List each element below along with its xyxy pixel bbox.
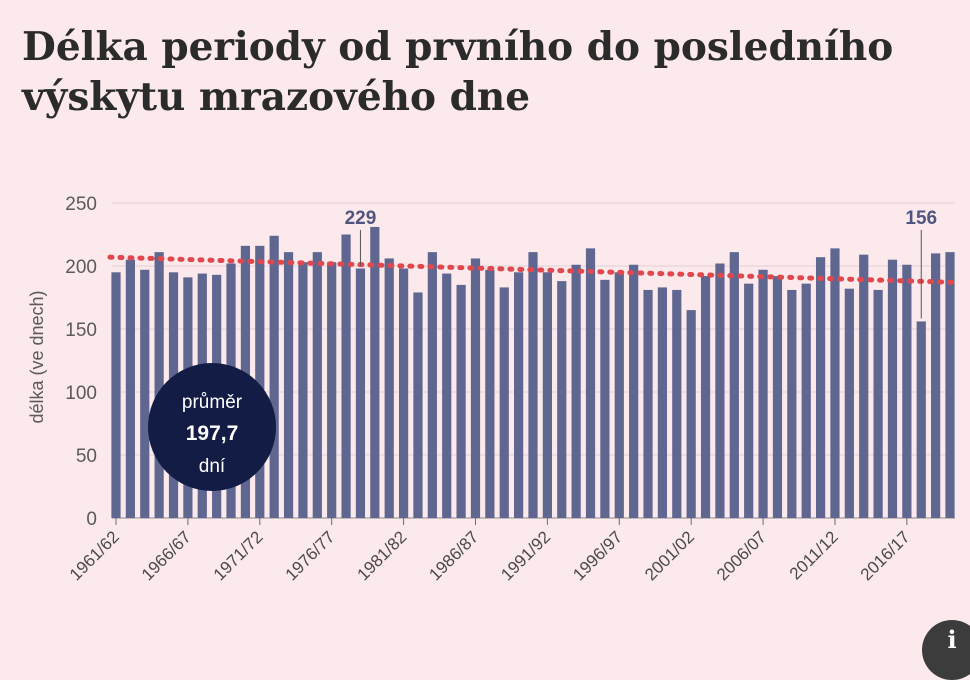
- bar: [542, 272, 552, 518]
- bar: [154, 252, 164, 518]
- average-badge-circle: [148, 363, 276, 491]
- bar: [427, 252, 437, 518]
- bar: [269, 235, 279, 518]
- average-value: 197,7: [186, 422, 239, 445]
- y-tick-label: 200: [65, 257, 97, 278]
- bar: [140, 269, 150, 518]
- bar: [945, 252, 955, 518]
- x-tick-label: 1986/87: [425, 527, 482, 584]
- trend-line: [107, 254, 959, 285]
- annotations: 229 156: [345, 208, 937, 319]
- bar: [916, 321, 926, 518]
- x-tick-label: 1981/82: [354, 527, 411, 584]
- bar: [499, 287, 509, 518]
- bar: [672, 289, 682, 518]
- bar: [571, 264, 581, 518]
- bar: [715, 263, 725, 518]
- x-tick-label: 1971/72: [210, 527, 267, 584]
- bar: [902, 264, 912, 518]
- bar: [614, 272, 624, 518]
- x-tick-label: 1991/92: [497, 527, 554, 584]
- bar: [887, 259, 898, 518]
- bar: [125, 259, 135, 518]
- x-tick-label: 2001/02: [641, 527, 698, 584]
- bar: [283, 252, 294, 518]
- bar: [729, 252, 739, 518]
- bar: [787, 289, 797, 518]
- bar: [859, 254, 869, 518]
- bar-chart: 0 50 100 150 200 250 1961/62 1966/67 1971/72 197…: [27, 194, 959, 584]
- bar: [485, 269, 495, 518]
- bar: [700, 276, 711, 518]
- average-title: průměr: [182, 392, 243, 413]
- bar: [384, 258, 394, 518]
- bar: [341, 234, 351, 518]
- bar: [398, 268, 409, 518]
- x-tick-label: 2011/12: [786, 527, 842, 583]
- bar: [442, 273, 452, 518]
- y-axis-ticks: 0 50 100 150 200 250: [65, 194, 97, 530]
- bar: [931, 253, 941, 518]
- bar: [844, 288, 854, 518]
- x-tick-label: 2016/17: [857, 527, 914, 584]
- y-tick-label: 250: [65, 194, 97, 215]
- bar: [643, 289, 653, 518]
- average-unit: dní: [199, 456, 226, 477]
- bar: [111, 272, 121, 518]
- bar: [815, 257, 826, 518]
- bar: [873, 289, 883, 518]
- bar: [470, 258, 481, 518]
- bar: [629, 264, 639, 518]
- bar: [772, 276, 783, 518]
- y-tick-label: 150: [65, 320, 97, 341]
- x-tick-label: 1961/62: [66, 527, 123, 584]
- x-tick-label: 1996/97: [569, 527, 626, 584]
- bar: [600, 279, 610, 518]
- bar: [744, 283, 754, 518]
- bar: [514, 272, 524, 518]
- bar: [370, 226, 380, 518]
- bar: [686, 310, 696, 518]
- bar: [758, 269, 768, 518]
- bar: [255, 245, 265, 518]
- bar: [312, 252, 322, 518]
- bar: [413, 292, 423, 518]
- x-axis-ticks: 1961/62 1966/67 1971/72 1976/77 1981/82 1986/…: [66, 518, 914, 584]
- x-tick-label: 1966/67: [138, 527, 195, 584]
- y-tick-label: 50: [76, 446, 97, 467]
- bar: [801, 283, 811, 518]
- y-axis-label: délka (ve dnech): [27, 290, 47, 423]
- bar: [557, 281, 567, 518]
- average-badge: průměr 197,7 dní: [148, 363, 276, 491]
- bar: [355, 268, 366, 518]
- annotation-label: 156: [905, 208, 937, 229]
- chart-title: Délka periody od prvního do posledního v…: [22, 24, 894, 120]
- bar: [327, 262, 337, 518]
- bar: [456, 284, 466, 518]
- x-tick-label: 1976/77: [282, 527, 339, 584]
- bar: [298, 262, 308, 518]
- bar: [585, 248, 596, 519]
- x-tick-label: 2006/07: [713, 527, 770, 584]
- bar: [657, 287, 668, 518]
- bar: [830, 248, 840, 519]
- y-tick-label: 0: [86, 509, 97, 530]
- annotation-label: 229: [345, 208, 377, 229]
- info-button[interactable]: i: [922, 620, 970, 680]
- y-tick-label: 100: [65, 383, 97, 404]
- bar: [528, 252, 538, 518]
